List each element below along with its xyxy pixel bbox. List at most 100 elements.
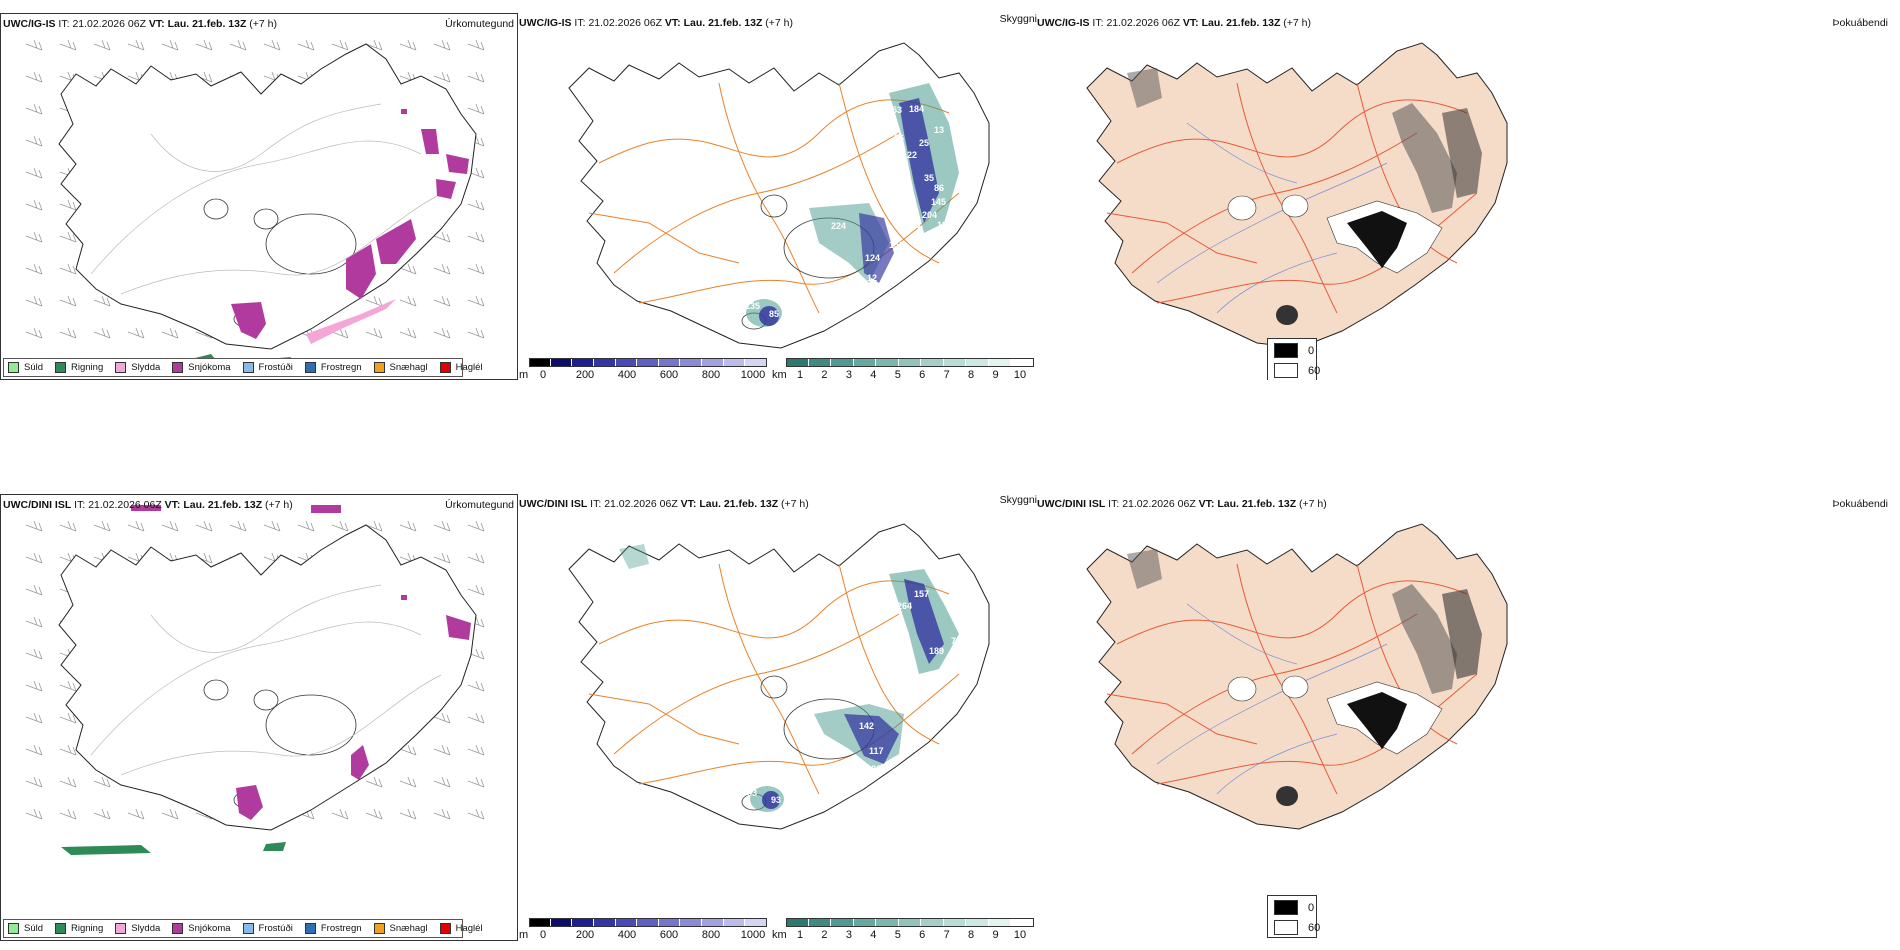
- colorbar-tick: 10: [1013, 369, 1027, 380]
- fog-shading: [1127, 68, 1482, 325]
- vis-label: 19: [937, 220, 947, 230]
- wind-barb: [331, 327, 349, 339]
- legend-item: Slydda: [115, 923, 160, 934]
- vt-value: Lau. 21.feb. 13Z: [167, 18, 247, 30]
- vis-label: 85: [769, 309, 779, 319]
- colorbar-segment: [680, 358, 703, 367]
- rivers: [1156, 603, 1388, 795]
- vt-label: VT:: [1198, 498, 1215, 510]
- colorbar-segment: [921, 918, 944, 927]
- wind-barb: [433, 295, 451, 307]
- colorbar-tick: 6: [919, 369, 926, 380]
- snow-areas: [231, 109, 469, 339]
- colorbar-segment: [550, 918, 573, 927]
- wind-barb: [331, 39, 349, 51]
- wind-barb: [161, 808, 179, 820]
- vis-label: 224: [831, 221, 846, 231]
- vis-label: 93: [771, 795, 781, 805]
- wind-barb: [433, 39, 451, 51]
- wind-barb: [433, 552, 451, 564]
- colorbar-segment: [831, 358, 854, 367]
- it-value: 21.02.2026 06Z: [88, 499, 162, 511]
- colorbar-tick: 10: [1013, 929, 1027, 941]
- colorbar-segment: [898, 358, 922, 367]
- colorbar-segment: [943, 918, 967, 927]
- wind-barb: [25, 552, 43, 564]
- colorbar-unit: m: [519, 369, 529, 380]
- precip-map-2: [25, 505, 485, 855]
- wind-barb: [433, 263, 451, 275]
- colorbar-tick: 2: [821, 369, 828, 380]
- wind-barb: [25, 616, 43, 628]
- wind-barb: [433, 712, 451, 724]
- colorbar-unit: km: [772, 929, 787, 941]
- lead-time: (+7 h): [1299, 498, 1327, 510]
- wind-barb: [399, 295, 417, 307]
- legend-item: Súld: [8, 362, 43, 373]
- legend-item: Haglél: [439, 923, 483, 934]
- colorbar-tick: 400: [617, 369, 637, 380]
- fog-white-swatch: [1274, 920, 1298, 935]
- precip-legend: Súld Rigning Slydda Snjókoma Frostúði Fr…: [3, 919, 483, 938]
- fog-black-swatch: [1274, 343, 1298, 358]
- wind-barb: [59, 776, 77, 788]
- vis-fields: [619, 544, 959, 812]
- colorbar-frame: [786, 358, 1034, 367]
- wind-barb: [399, 808, 417, 820]
- roads: [90, 103, 442, 295]
- vis-label: 35: [924, 173, 934, 183]
- lead-time: (+7 h): [1283, 17, 1312, 29]
- wind-barb: [25, 712, 43, 724]
- lead-time: (+7 h): [249, 18, 278, 30]
- wind-barb: [467, 520, 485, 532]
- colorbar-tick: 600: [659, 929, 679, 941]
- vis-label: 157: [914, 589, 929, 599]
- wind-barb: [25, 103, 43, 115]
- colorbar-segment: [723, 918, 746, 927]
- wind-barb: [365, 327, 383, 339]
- wind-barb: [59, 39, 77, 51]
- vis-label: 117: [869, 746, 884, 756]
- wind-barb: [25, 520, 43, 532]
- wind-barb: [59, 263, 77, 275]
- wind-barb: [467, 71, 485, 83]
- vis-title: Skyggni: [999, 494, 1037, 506]
- legend-item: Frostúði: [242, 362, 293, 373]
- fog-panel-1: UWC/IG-IS IT: 21.02.2026 06Z VT: Lau. 21…: [1037, 13, 1900, 380]
- wind-barb: [297, 39, 315, 51]
- colorbar-segment: [876, 358, 899, 367]
- colorbar-tick: 600: [659, 369, 679, 380]
- colorbar-tick: 7: [943, 369, 950, 380]
- visibility-panel-1: 53 184 26 25 13 22 35 86 145 204 11 156 …: [519, 13, 1037, 380]
- colorbar-segment: [831, 918, 854, 927]
- colorbar-tick: 1: [796, 929, 804, 941]
- lead-time: (+7 h): [781, 498, 809, 510]
- model-name: UWC/DINI ISL: [519, 498, 588, 510]
- wind-barb: [25, 295, 43, 307]
- colorbar-segment: [615, 918, 638, 927]
- colorbar-segment: [637, 358, 659, 367]
- legend-swatch: [172, 362, 184, 373]
- vis-label: 22: [907, 150, 917, 160]
- fog-shading: [1127, 549, 1482, 806]
- wind-barb: [297, 520, 315, 532]
- it-label: IT:: [74, 499, 86, 511]
- wind-barb: [25, 327, 43, 339]
- colorbar-segment: [593, 358, 616, 367]
- colorbar-tick: 200: [575, 369, 595, 380]
- model-name: UWC/IG-IS: [519, 17, 572, 29]
- legend-item: Súld: [8, 923, 43, 934]
- wind-barb: [127, 327, 145, 339]
- precip-map-1: [25, 39, 485, 372]
- vis-label: 135: [745, 301, 760, 311]
- wind-barb: [25, 135, 43, 147]
- vis-label: 11: [912, 220, 922, 230]
- colorbar-segment: [550, 358, 573, 367]
- it-label: IT:: [58, 18, 70, 30]
- wind-barb: [263, 520, 281, 532]
- wind-barb: [467, 776, 485, 788]
- vis-label: 156: [889, 240, 904, 250]
- colorbar-segment: [593, 918, 616, 927]
- wind-barb: [263, 39, 281, 51]
- it-value: 21.02.2026 06Z: [1122, 498, 1196, 510]
